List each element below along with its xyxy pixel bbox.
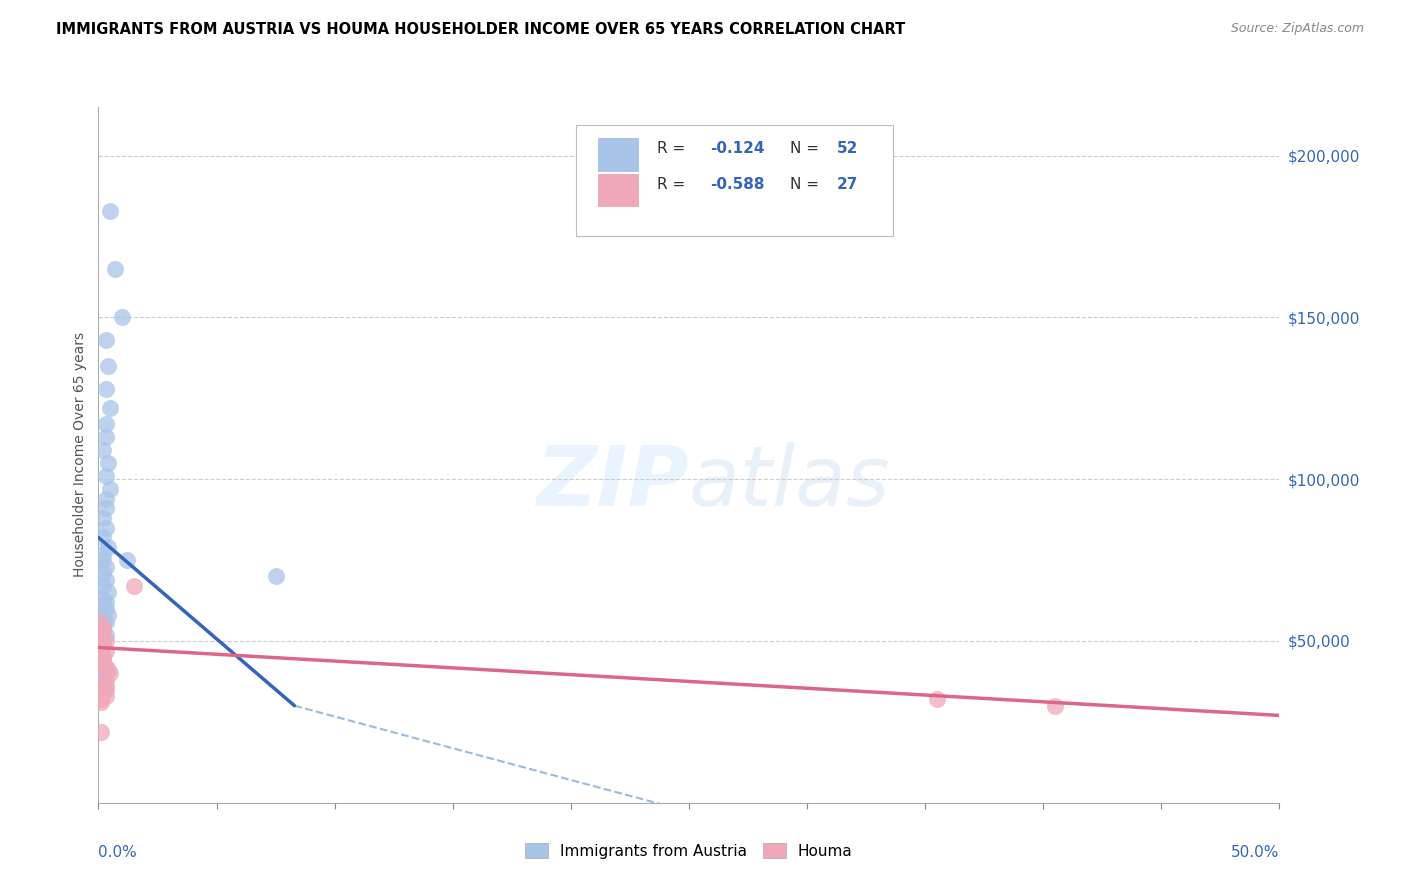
Point: [90, 643, 112, 657]
Point: [91, 621, 114, 635]
Point: [90, 696, 112, 710]
Y-axis label: Householder Income Over 65 years: Householder Income Over 65 years: [73, 333, 87, 577]
Point: [94, 615, 117, 629]
Point: [90, 650, 112, 665]
Point: [90, 650, 112, 665]
Point: [91, 547, 114, 561]
Point: [264, 569, 287, 583]
Point: [1043, 698, 1066, 713]
Point: [90, 657, 112, 671]
Point: [97, 540, 120, 554]
Point: [94, 679, 117, 693]
Point: [90, 637, 112, 651]
Point: [94, 521, 117, 535]
Point: [94, 469, 117, 483]
Point: [91, 631, 114, 645]
Point: [91, 511, 114, 525]
Point: [91, 640, 114, 655]
Point: [98, 401, 121, 415]
Point: [98, 482, 121, 496]
Point: [111, 310, 134, 325]
Point: [90, 657, 112, 671]
Point: [91, 591, 114, 606]
Point: [94, 559, 117, 574]
Point: [91, 599, 114, 613]
Text: R =: R =: [657, 178, 690, 192]
Point: [91, 566, 114, 580]
Point: [90, 624, 112, 639]
Point: [97, 456, 120, 470]
Point: [97, 608, 120, 623]
Point: [90, 640, 112, 655]
Point: [91, 676, 114, 690]
Point: [94, 491, 117, 506]
Text: R =: R =: [657, 142, 690, 156]
Text: N =: N =: [790, 178, 824, 192]
Point: [94, 382, 117, 396]
Point: [94, 573, 117, 587]
Point: [90, 724, 112, 739]
Point: [94, 595, 117, 609]
Point: [90, 615, 112, 629]
Text: -0.588: -0.588: [710, 178, 765, 192]
Text: IMMIGRANTS FROM AUSTRIA VS HOUMA HOUSEHOLDER INCOME OVER 65 YEARS CORRELATION CH: IMMIGRANTS FROM AUSTRIA VS HOUMA HOUSEHO…: [56, 22, 905, 37]
Text: 0.0%: 0.0%: [98, 845, 138, 860]
Text: 52: 52: [837, 142, 858, 156]
Point: [94, 673, 117, 687]
Text: Source: ZipAtlas.com: Source: ZipAtlas.com: [1230, 22, 1364, 36]
Point: [91, 579, 114, 593]
Point: [98, 666, 121, 681]
Point: [104, 261, 127, 276]
Point: [94, 634, 117, 648]
Legend: Immigrants from Austria, Houma: Immigrants from Austria, Houma: [519, 837, 859, 864]
Point: [90, 637, 112, 651]
Point: [94, 601, 117, 615]
Point: [91, 531, 114, 545]
Text: ZIP: ZIP: [536, 442, 689, 524]
Point: [90, 660, 112, 674]
Point: [91, 617, 114, 632]
Point: [91, 653, 114, 667]
Point: [94, 417, 117, 432]
Point: [94, 660, 117, 674]
Point: [925, 692, 948, 706]
Point: [94, 682, 117, 697]
Point: [91, 650, 114, 665]
Text: 27: 27: [837, 178, 858, 192]
Point: [97, 663, 120, 677]
Point: [94, 643, 117, 657]
Point: [94, 333, 117, 347]
Point: [91, 553, 114, 567]
Point: [91, 634, 114, 648]
Point: [91, 624, 114, 639]
Point: [90, 692, 112, 706]
Point: [94, 430, 117, 444]
Point: [91, 611, 114, 625]
Point: [115, 553, 138, 567]
Point: [90, 631, 112, 645]
Point: [97, 585, 120, 599]
Point: [94, 501, 117, 516]
Point: [90, 647, 112, 661]
Point: [98, 203, 121, 218]
Point: [90, 666, 112, 681]
Text: -0.124: -0.124: [710, 142, 765, 156]
Point: [91, 682, 114, 697]
Point: [90, 670, 112, 684]
Point: [91, 621, 114, 635]
Point: [90, 653, 112, 667]
Text: atlas: atlas: [689, 442, 890, 524]
Point: [122, 579, 145, 593]
Point: [90, 663, 112, 677]
Point: [97, 359, 120, 373]
Point: [94, 689, 117, 703]
Text: 50.0%: 50.0%: [1232, 845, 1279, 860]
Text: N =: N =: [790, 142, 824, 156]
Point: [91, 443, 114, 458]
Point: [94, 627, 117, 641]
